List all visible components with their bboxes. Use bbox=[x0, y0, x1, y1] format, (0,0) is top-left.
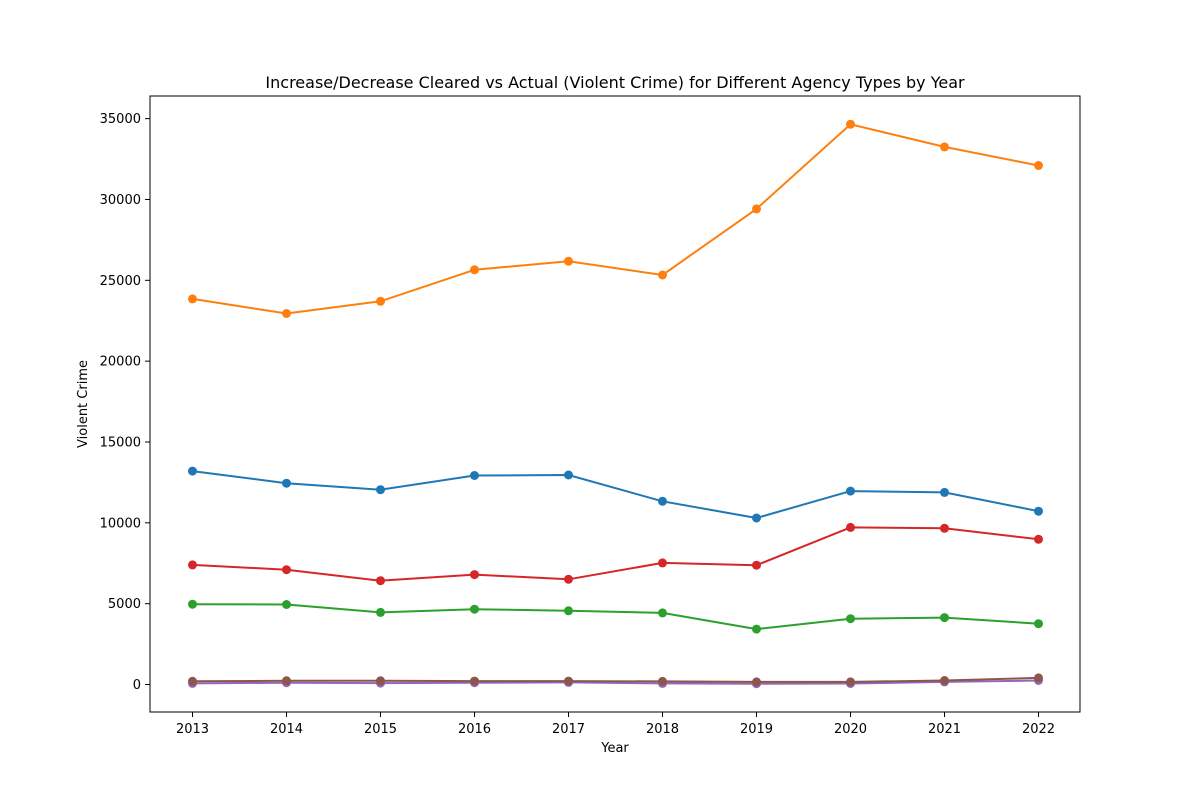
data-point-3-3 bbox=[470, 570, 479, 580]
series-line-4 bbox=[192, 679, 1039, 685]
data-point-0-3 bbox=[470, 471, 479, 480]
data-point-2-3 bbox=[470, 604, 479, 614]
data-point-0-7 bbox=[846, 486, 855, 496]
y-tick-label-7: 35000 bbox=[100, 112, 141, 127]
data-point-2-1 bbox=[282, 600, 291, 609]
data-point-1-2 bbox=[376, 296, 385, 306]
data-point-3-8 bbox=[940, 523, 949, 533]
x-tick-label-3: 2016 bbox=[458, 722, 491, 737]
data-point-5-5 bbox=[658, 676, 667, 686]
data-point-2-2 bbox=[376, 607, 385, 617]
data-point-3-4 bbox=[564, 574, 573, 584]
plot-frame bbox=[149, 95, 1081, 713]
data-point-0-5 bbox=[658, 496, 667, 506]
series-line-0 bbox=[192, 470, 1039, 519]
data-point-5-3 bbox=[470, 676, 479, 686]
series-3 bbox=[188, 522, 1043, 586]
data-point-0-1 bbox=[282, 478, 291, 488]
data-point-3-9 bbox=[1034, 534, 1043, 544]
data-point-5-6 bbox=[752, 677, 761, 687]
data-point-1-5 bbox=[658, 270, 667, 280]
data-point-2-4 bbox=[564, 606, 573, 616]
data-point-0-6 bbox=[752, 513, 761, 523]
x-tick-label-4: 2017 bbox=[552, 722, 585, 737]
x-tick-label-2: 2015 bbox=[364, 722, 397, 737]
x-tick-label-8: 2021 bbox=[928, 722, 961, 737]
data-point-3-5 bbox=[658, 558, 667, 568]
y-tick-label-3: 15000 bbox=[100, 435, 141, 450]
chart-title: Increase/Decrease Cleared vs Actual (Vio… bbox=[265, 73, 965, 92]
data-point-5-8 bbox=[940, 676, 949, 685]
x-tick-label-1: 2014 bbox=[270, 722, 303, 737]
y-tick-label-6: 30000 bbox=[100, 193, 141, 208]
series-line-5 bbox=[192, 676, 1039, 683]
y-tick-label-1: 5000 bbox=[108, 597, 141, 612]
data-point-2-0 bbox=[188, 599, 197, 609]
y-tick-label-0: 0 bbox=[133, 678, 141, 693]
data-point-3-2 bbox=[376, 576, 385, 586]
x-tick-label-5: 2018 bbox=[646, 722, 679, 737]
data-point-2-8 bbox=[940, 613, 949, 623]
data-point-3-7 bbox=[846, 522, 855, 532]
x-axis-label: Year bbox=[600, 741, 629, 756]
data-point-2-5 bbox=[658, 608, 667, 618]
series-2 bbox=[188, 599, 1043, 634]
data-point-3-6 bbox=[752, 560, 761, 570]
data-point-1-0 bbox=[188, 294, 197, 304]
x-tick-label-9: 2022 bbox=[1022, 722, 1055, 737]
axes-layer: 2013 2014 2015 2016 2017 2018 2019 2020 2021 2022… bbox=[100, 95, 1081, 737]
series-line-1 bbox=[192, 123, 1039, 315]
series-5 bbox=[188, 673, 1043, 687]
data-point-0-0 bbox=[188, 466, 197, 476]
y-tick-label-4: 20000 bbox=[100, 355, 141, 370]
data-point-0-4 bbox=[564, 470, 573, 480]
data-point-3-0 bbox=[188, 560, 197, 570]
data-point-0-9 bbox=[1034, 506, 1043, 516]
data-point-1-1 bbox=[282, 309, 291, 318]
x-tick-label-0: 2013 bbox=[176, 722, 209, 737]
series-line-3 bbox=[192, 526, 1039, 582]
data-point-5-2 bbox=[376, 676, 385, 686]
data-point-1-4 bbox=[564, 256, 573, 266]
data-point-2-9 bbox=[1034, 619, 1043, 629]
y-tick-label-2: 10000 bbox=[100, 516, 141, 531]
data-point-5-0 bbox=[188, 676, 197, 686]
data-point-1-6 bbox=[752, 204, 761, 214]
x-tick-label-6: 2019 bbox=[740, 722, 773, 737]
data-point-5-9 bbox=[1034, 673, 1043, 683]
data-point-5-1 bbox=[282, 676, 291, 686]
data-point-1-8 bbox=[940, 142, 949, 152]
data-point-0-8 bbox=[940, 487, 949, 497]
data-point-2-6 bbox=[752, 624, 761, 634]
data-point-2-7 bbox=[846, 614, 855, 624]
data-point-1-7 bbox=[846, 119, 855, 129]
data-point-5-4 bbox=[564, 676, 573, 686]
data-point-1-9 bbox=[1034, 161, 1043, 170]
data-point-3-1 bbox=[282, 565, 291, 575]
y-tick-label-5: 25000 bbox=[100, 274, 141, 289]
series-layer bbox=[188, 119, 1043, 689]
data-point-0-2 bbox=[376, 485, 385, 495]
x-tick-label-7: 2020 bbox=[834, 722, 867, 737]
data-point-5-7 bbox=[846, 677, 855, 687]
series-line-2 bbox=[192, 603, 1039, 631]
series-0 bbox=[188, 466, 1043, 523]
data-point-1-3 bbox=[470, 265, 479, 275]
y-axis-label: Violent Crime bbox=[76, 360, 91, 448]
series-1 bbox=[188, 119, 1043, 318]
